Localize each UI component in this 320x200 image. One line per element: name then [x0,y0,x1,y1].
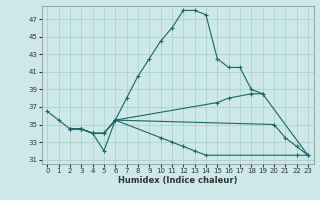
X-axis label: Humidex (Indice chaleur): Humidex (Indice chaleur) [118,176,237,185]
